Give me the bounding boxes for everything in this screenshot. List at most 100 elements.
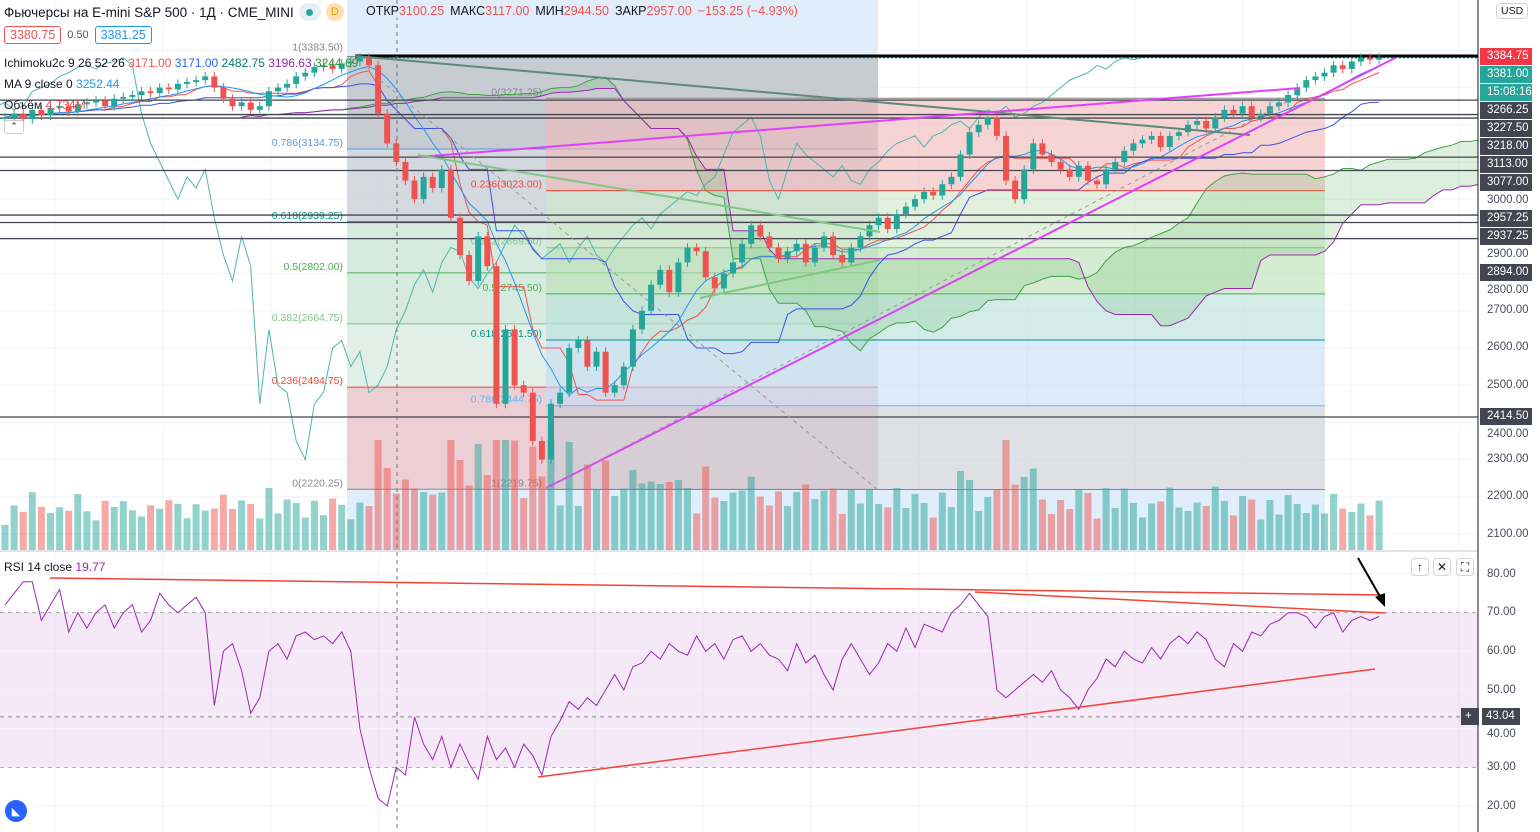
volume-bar bbox=[720, 501, 728, 550]
volume-bar bbox=[529, 446, 537, 550]
candle-body bbox=[1303, 80, 1310, 88]
ma-label: MA 9 close 0 bbox=[4, 77, 73, 91]
candle-body bbox=[111, 98, 118, 107]
move-pane-up-button[interactable]: ↑ bbox=[1411, 558, 1429, 576]
volume-bar bbox=[1275, 514, 1283, 550]
pane-divider bbox=[0, 550, 1540, 552]
candle-body bbox=[1203, 121, 1210, 129]
volume-bar bbox=[1239, 496, 1247, 550]
volume-bar bbox=[674, 480, 682, 550]
candle-body bbox=[1321, 72, 1328, 77]
trend-line bbox=[699, 259, 881, 299]
volume-bar bbox=[602, 460, 610, 550]
volume-bar bbox=[1066, 509, 1074, 550]
candle-body bbox=[757, 225, 764, 237]
candle-body bbox=[584, 340, 591, 367]
candle-body bbox=[1121, 150, 1128, 162]
add-alert-plus-button[interactable]: + bbox=[1461, 708, 1479, 726]
candle-body bbox=[775, 247, 782, 259]
candle-body bbox=[1194, 121, 1201, 125]
sell-price-button[interactable]: 3380.75 bbox=[4, 26, 62, 44]
volume-bar bbox=[856, 503, 864, 550]
candle-body bbox=[830, 236, 837, 255]
volume-bar bbox=[1038, 499, 1046, 550]
volume-bar bbox=[356, 502, 364, 550]
price-label: 3384.75 bbox=[1480, 47, 1532, 65]
price-tick: 2700.00 bbox=[1487, 304, 1529, 317]
volume-bar bbox=[183, 518, 191, 550]
candle-body bbox=[511, 329, 518, 386]
candle-body bbox=[802, 243, 809, 263]
candle-body bbox=[2, 117, 8, 119]
volume-legend[interactable]: Объём 4.734M bbox=[4, 98, 86, 112]
volume-bar bbox=[138, 516, 145, 550]
candle-body bbox=[284, 83, 291, 88]
candle-body bbox=[1139, 139, 1146, 144]
tradingview-logo-icon[interactable]: ◣ bbox=[5, 800, 27, 822]
candle-body bbox=[984, 117, 991, 125]
collapse-legend-button[interactable]: ⌃ bbox=[4, 120, 24, 134]
senkou-span-b bbox=[241, 88, 1540, 327]
candle-body bbox=[1103, 169, 1110, 185]
candle-body bbox=[1348, 61, 1355, 69]
volume-bar bbox=[1029, 468, 1037, 550]
candle-body bbox=[293, 76, 300, 84]
buy-price-button[interactable]: 3381.25 bbox=[94, 26, 152, 44]
rsi-tick: 70.00 bbox=[1487, 606, 1516, 619]
ma-legend[interactable]: MA 9 close 0 3252.44 bbox=[4, 77, 119, 91]
volume-bar bbox=[1202, 506, 1210, 550]
maximize-pane-button[interactable]: ⛶ bbox=[1456, 558, 1474, 576]
tenkan-line bbox=[4, 70, 1380, 401]
fib2-band bbox=[546, 405, 1325, 490]
volume-bar bbox=[37, 506, 45, 550]
candle-body bbox=[711, 277, 718, 289]
ohlc-key: ОТКР bbox=[366, 4, 399, 18]
volume-bar bbox=[647, 481, 655, 550]
symbol-title[interactable]: Фьючерсы на E-mini S&P 500 · 1Д · CME_MI… bbox=[4, 4, 294, 20]
currency-button[interactable]: USD bbox=[1496, 3, 1529, 19]
volume-bar bbox=[1075, 489, 1083, 550]
volume-bar bbox=[1020, 477, 1028, 550]
rsi-tick: 60.00 bbox=[1487, 644, 1516, 657]
volume-bar bbox=[711, 497, 719, 550]
volume-bar bbox=[320, 515, 327, 550]
volume-bar bbox=[429, 494, 437, 550]
fib1-level-label: 0.786(3134.75) bbox=[272, 137, 343, 149]
volume-bar bbox=[538, 476, 546, 550]
volume-bar bbox=[1093, 518, 1101, 550]
volume-bar bbox=[702, 466, 710, 550]
ohlc-value: 2957.00 bbox=[646, 4, 692, 18]
fib1-level-label: 0.618(2939.25) bbox=[272, 210, 343, 222]
fib2-level-label: 0.5(2745.50) bbox=[482, 282, 542, 294]
rsi-legend[interactable]: RSI 14 close 19.77 bbox=[4, 560, 105, 574]
candle-body bbox=[93, 100, 99, 103]
ichimoku-legend[interactable]: Ichimoku2c 9 26 52 26 3171.00 3171.00 24… bbox=[4, 56, 358, 70]
candle-body bbox=[921, 191, 928, 200]
candle-body bbox=[74, 104, 81, 112]
candle-body bbox=[420, 176, 427, 200]
price-label: 2414.50 bbox=[1480, 408, 1532, 426]
volume-bar bbox=[347, 519, 355, 550]
candle-body bbox=[520, 385, 527, 393]
close-pane-button[interactable]: ✕ bbox=[1433, 558, 1451, 576]
price-tick: 2400.00 bbox=[1487, 428, 1529, 441]
candle-body bbox=[1084, 165, 1091, 181]
candle-body bbox=[147, 91, 154, 94]
candle-body bbox=[848, 247, 855, 263]
candle-body bbox=[602, 351, 609, 393]
candle-body bbox=[629, 329, 636, 367]
ichimoku-value: 3196.63 bbox=[264, 56, 312, 70]
fib1-level-label: 0.5(2802.00) bbox=[283, 261, 343, 273]
volume-bar bbox=[1311, 504, 1319, 550]
candle-body bbox=[1003, 135, 1009, 181]
volume-bar bbox=[1193, 502, 1201, 550]
candle-body bbox=[1021, 169, 1028, 200]
ohlc-key: МАКС bbox=[450, 4, 486, 18]
candle-body bbox=[720, 273, 727, 289]
volume-bar bbox=[1230, 515, 1237, 550]
candle-body bbox=[1239, 106, 1246, 114]
candle-body bbox=[220, 87, 227, 99]
candle-body bbox=[366, 57, 372, 66]
candle-body bbox=[1294, 87, 1301, 96]
